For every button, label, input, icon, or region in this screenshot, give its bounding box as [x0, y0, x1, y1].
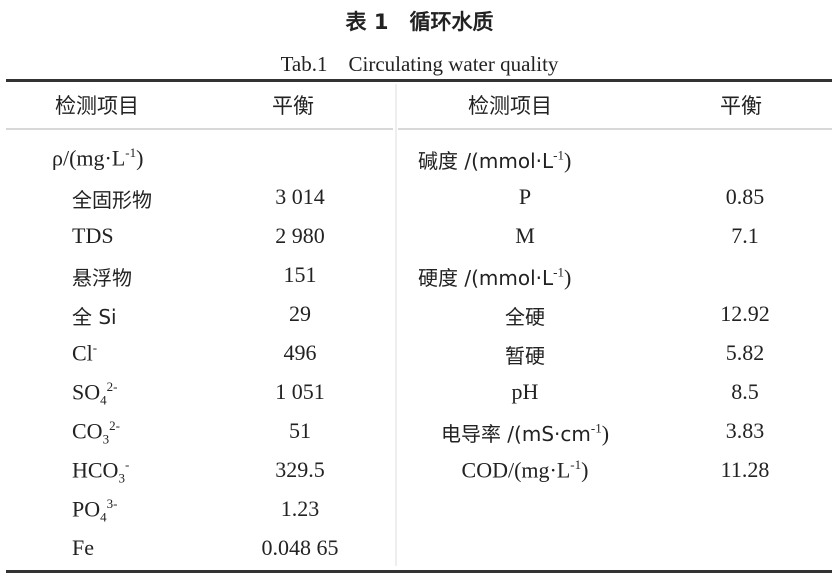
table-row: 悬浮物 151 硬度 /(mmol·L-1) — [0, 262, 839, 292]
item-label: HCO3- — [72, 457, 129, 487]
label-text: 碱度 /(mmol·L — [418, 149, 554, 173]
label-tail: ) — [564, 148, 572, 173]
header-value-right: 平衡 — [720, 94, 762, 118]
label-text: 硬度 /(mmol·L — [418, 266, 554, 290]
label-tail: ) — [581, 457, 589, 483]
label-text: SO — [72, 379, 101, 405]
item-label: pH — [511, 379, 539, 404]
item-value: 5.82 — [725, 340, 765, 365]
item-label: 全固形物 — [72, 184, 152, 213]
label-tail: ) — [601, 421, 610, 446]
label-text: 电导率 /(mS·cm — [440, 422, 591, 446]
table-row: 全 Si 29 全硬 12.92 — [0, 301, 839, 331]
header-item-right: 检测项目 — [468, 94, 552, 118]
header-rule-left — [6, 128, 393, 130]
item-label: TDS — [72, 223, 114, 249]
item-value: 2 980 — [275, 223, 325, 248]
item-value: 3.83 — [725, 418, 765, 443]
table-title-en: Tab.1 Circulating water quality — [280, 52, 559, 76]
label-text: HCO — [72, 457, 119, 483]
superscript: - — [92, 340, 98, 355]
table-row: ρ/(mg·L-1) 碱度 /(mmol·L-1) — [0, 145, 839, 175]
header-value-left: 平衡 — [272, 94, 314, 118]
subscript: 4 — [100, 392, 107, 408]
group-label-concentration: ρ/(mg·L-1) — [52, 145, 143, 171]
label-tail: ) — [136, 145, 144, 171]
column-divider — [395, 84, 397, 566]
label-text: Cl — [72, 340, 93, 366]
label-text: TDS — [72, 223, 114, 248]
group-label-hardness: 硬度 /(mmol·L-1) — [418, 262, 571, 291]
item-label: 全 Si — [72, 301, 117, 330]
subscript: 4 — [100, 509, 107, 525]
subscript: 3 — [102, 431, 110, 447]
item-value: 3 014 — [275, 184, 325, 209]
header-item-left: 检测项目 — [55, 94, 139, 118]
item-value: 151 — [283, 262, 317, 287]
item-value: 0.85 — [725, 184, 765, 209]
item-label-conductivity: 电导率 /(mS·cm-1) — [420, 418, 630, 447]
item-label: 悬浮物 — [72, 262, 132, 291]
item-value: 11.28 — [720, 457, 770, 482]
item-value: 496 — [283, 340, 317, 365]
item-value: 8.5 — [731, 379, 759, 404]
label-text: Fe — [72, 535, 94, 560]
table-row: HCO3- 329.5 COD/(mg·L-1) 11.28 — [0, 457, 839, 487]
table-row: CO32- 51 电导率 /(mS·cm-1) 3.83 — [0, 418, 839, 448]
superscript: 3- — [106, 496, 118, 511]
superscript: -1 — [553, 264, 564, 280]
label-text: ρ/(mg·L — [52, 145, 126, 171]
superscript: -1 — [553, 147, 564, 163]
superscript: 2- — [106, 379, 118, 394]
item-value: 12.92 — [720, 301, 770, 326]
label-text: 全固形物 — [72, 188, 152, 212]
item-label: P — [518, 184, 532, 209]
group-label-alkalinity: 碱度 /(mmol·L-1) — [418, 145, 571, 174]
item-label: 暂硬 — [505, 344, 545, 368]
table-row: Fe 0.048 65 — [0, 535, 839, 565]
superscript: -1 — [570, 457, 582, 472]
item-value: 1 051 — [275, 379, 325, 404]
item-label: SO42- — [72, 379, 117, 409]
label-text: COD/(mg·L — [461, 457, 571, 483]
item-label: 全硬 — [505, 305, 545, 329]
item-label: PO43- — [72, 496, 117, 526]
item-label: CO32- — [72, 418, 120, 448]
item-value: 51 — [289, 418, 311, 443]
table-row: Cl- 496 暂硬 5.82 — [0, 340, 839, 370]
item-label-cod: COD/(mg·L-1) — [420, 457, 630, 483]
table-row: PO43- 1.23 — [0, 496, 839, 526]
table-row: SO42- 1 051 pH 8.5 — [0, 379, 839, 409]
table-row: TDS 2 980 M 7.1 — [0, 223, 839, 253]
item-value: 0.048 65 — [261, 535, 339, 560]
item-value: 29 — [289, 301, 311, 326]
bottom-rule — [6, 570, 832, 573]
superscript: -1 — [590, 420, 602, 436]
item-value: 7.1 — [731, 223, 759, 248]
label-text: 悬浮物 — [72, 266, 132, 290]
table-row: 全固形物 3 014 P 0.85 — [0, 184, 839, 214]
superscript: -1 — [125, 145, 137, 160]
subscript: 3 — [118, 470, 125, 486]
label-tail: ) — [564, 265, 572, 290]
item-value: 329.5 — [275, 457, 325, 482]
label-text: 全 Si — [72, 305, 117, 329]
superscript: - — [124, 457, 130, 472]
item-label: Fe — [72, 535, 94, 561]
header-rule-right — [398, 128, 832, 130]
item-label: M — [515, 223, 535, 248]
item-value: 1.23 — [280, 496, 320, 521]
table-title-cn: 表 1 循环水质 — [345, 10, 494, 34]
superscript: 2- — [109, 418, 120, 433]
label-text: PO — [72, 496, 101, 522]
label-text: CO — [72, 418, 103, 444]
item-label: Cl- — [72, 340, 97, 366]
top-rule — [6, 79, 832, 82]
